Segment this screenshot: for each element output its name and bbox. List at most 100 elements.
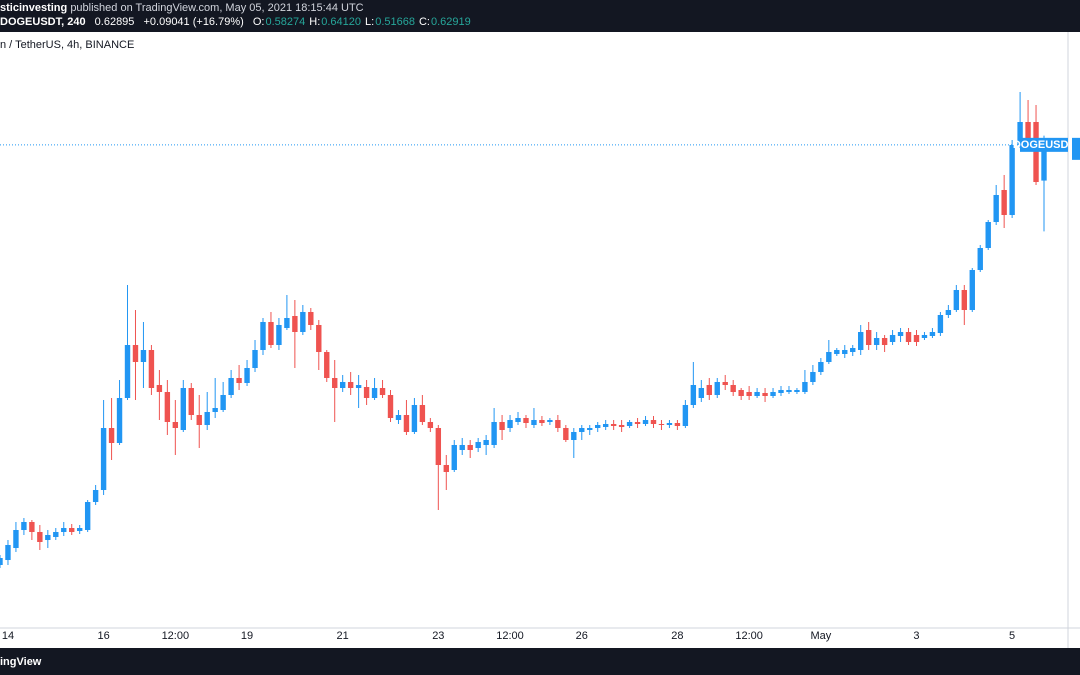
x-tick-label: 16 — [97, 630, 109, 642]
candle-body — [523, 418, 529, 423]
candle-body — [13, 530, 19, 548]
candle-body — [730, 385, 736, 392]
candle-body — [889, 335, 896, 342]
candle-body — [339, 382, 346, 388]
candle-body — [379, 388, 386, 395]
candle-body — [961, 290, 968, 310]
candle-body — [156, 385, 163, 392]
candle-body — [45, 535, 51, 540]
candle-body — [284, 318, 290, 328]
ohlc-label: H: — [309, 16, 320, 28]
candle-body — [403, 415, 410, 432]
candle-body — [5, 545, 11, 560]
candle-body — [563, 428, 569, 440]
x-tick-label: 12:00 — [735, 630, 763, 642]
candle-body — [332, 378, 338, 388]
candle-body — [53, 532, 59, 537]
candle-body — [985, 222, 991, 248]
candle-body — [945, 310, 952, 315]
candle-body — [802, 382, 808, 392]
header-bar — [0, 0, 1080, 32]
x-tick-label: 26 — [576, 630, 588, 642]
candle-body — [435, 428, 442, 465]
candle-body — [810, 372, 816, 382]
candle-body — [921, 335, 928, 338]
candle-body — [459, 445, 465, 450]
candle-body — [595, 425, 601, 428]
candle-body — [618, 425, 625, 427]
candle-body — [61, 528, 67, 532]
chart-subtitle: n / TetherUS, 4h, BINANCE — [0, 39, 134, 51]
publisher: sticinvesting — [0, 2, 67, 14]
candle-body — [587, 428, 593, 430]
x-tick-label: 14 — [2, 630, 14, 642]
ohlc-value: 0.64120 — [321, 16, 361, 28]
candle-body — [786, 390, 792, 392]
x-tick-label: 28 — [671, 630, 683, 642]
candle-body — [308, 312, 314, 325]
candle-body — [276, 325, 282, 345]
price-label: DOGEUSDT — [1013, 139, 1076, 151]
candle-body — [483, 440, 489, 445]
ohlc-label: O: — [253, 16, 265, 28]
candle-body — [252, 350, 258, 368]
candle-body — [929, 332, 936, 336]
candle-body — [355, 385, 362, 388]
candle-body — [794, 390, 800, 392]
candle-body — [826, 352, 832, 362]
candle-body — [228, 378, 234, 395]
candle-body — [579, 428, 585, 432]
candle-body — [491, 422, 497, 445]
candle-body — [746, 392, 752, 396]
x-tick-label: 5 — [1009, 630, 1015, 642]
candle-body — [172, 422, 179, 428]
candle-body — [762, 393, 768, 396]
candle-body — [698, 388, 705, 398]
candle-body — [897, 332, 904, 336]
candle-body — [674, 423, 681, 426]
candle-body — [650, 420, 657, 424]
candle-body — [873, 338, 880, 345]
ohlc-label: L: — [365, 16, 374, 28]
candle-body — [84, 502, 91, 530]
candle-body — [140, 350, 147, 362]
candle-body — [268, 322, 274, 345]
candle-body — [443, 465, 449, 472]
candle-body — [834, 350, 840, 354]
candle-body — [244, 368, 250, 383]
candle-body — [658, 424, 665, 425]
candle-body — [722, 382, 728, 385]
candle-body — [610, 424, 617, 426]
footer-brand: ingView — [0, 656, 42, 668]
candle-body — [164, 392, 171, 422]
candle-body — [188, 388, 194, 415]
candle-body — [1001, 190, 1007, 215]
x-tick-label: 21 — [337, 630, 349, 642]
candle-body — [714, 382, 720, 395]
candle-body — [1033, 122, 1039, 182]
candle-body — [132, 345, 139, 362]
candle-body — [37, 532, 43, 542]
candle-body — [0, 558, 3, 565]
price-axis-box — [1072, 137, 1080, 160]
candle-body — [858, 332, 864, 350]
candle-body — [690, 385, 697, 405]
candle-body — [260, 322, 266, 350]
candle-body — [818, 362, 824, 372]
candle-body — [913, 335, 920, 342]
candle-body — [363, 387, 370, 398]
last-price: 0.62895 — [95, 16, 135, 28]
plot-area — [0, 32, 1068, 628]
candle-body — [1009, 145, 1015, 215]
candle-body — [427, 422, 434, 428]
candle-body — [347, 382, 354, 388]
candle-body — [100, 428, 107, 490]
symbol-line: DOGEUSDT, 240 0.62895 +0.09041 (+16.79%)… — [0, 16, 471, 28]
x-tick-label: May — [810, 630, 831, 642]
candle-body — [316, 325, 322, 352]
candle-body — [1025, 122, 1031, 145]
candle-body — [738, 390, 744, 396]
candle-body — [571, 432, 577, 440]
candle-body — [602, 424, 609, 427]
